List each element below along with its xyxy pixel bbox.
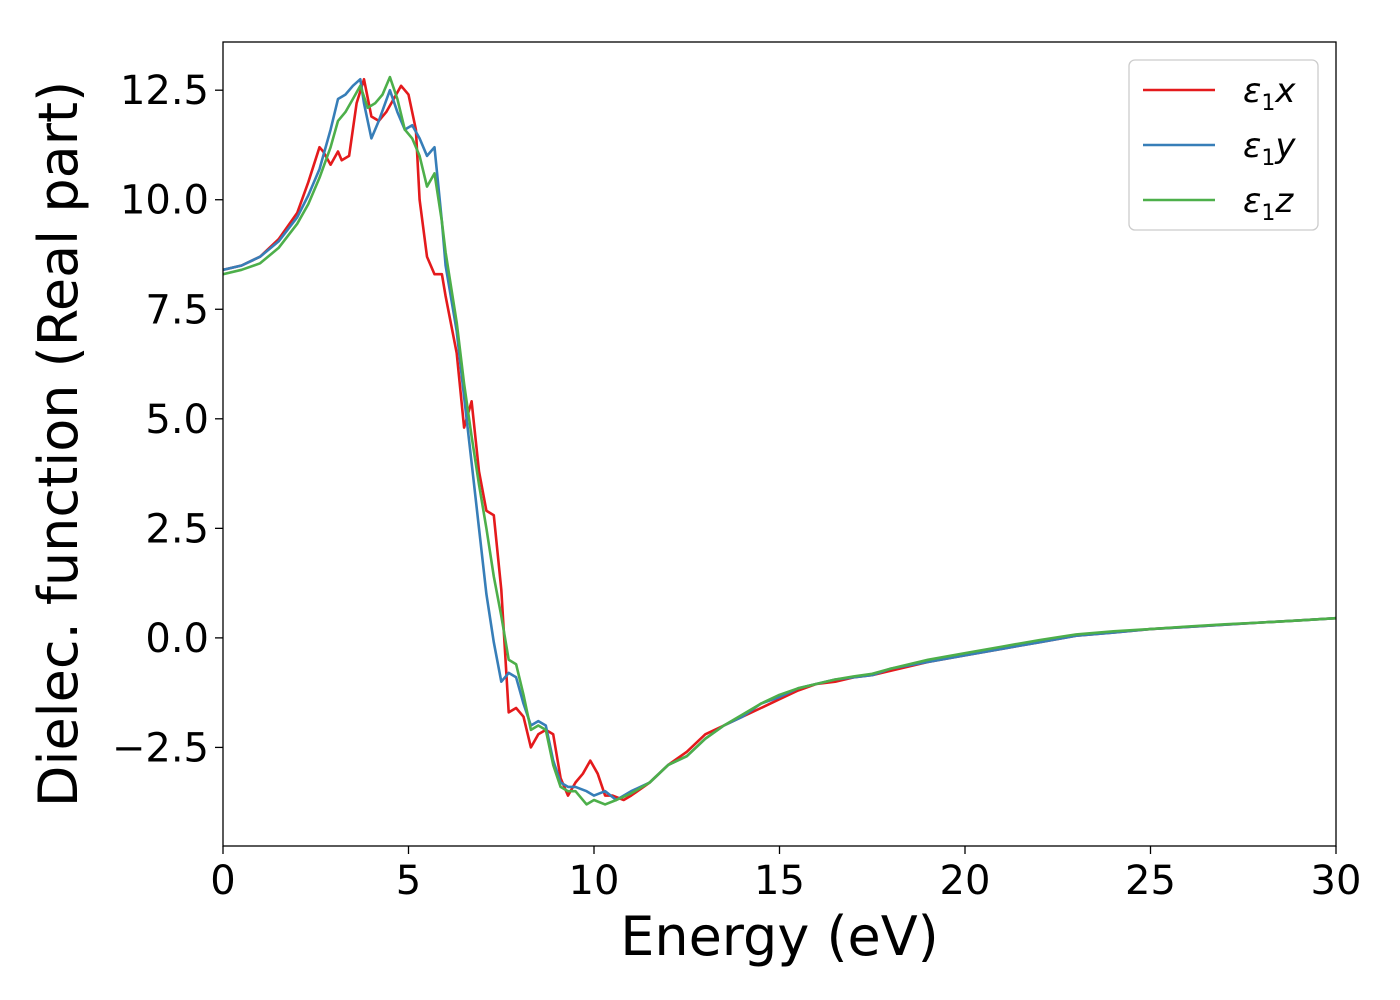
y-axis-title: Dielec. function (Real part)	[27, 81, 90, 807]
y-tick-label: 10.0	[120, 178, 209, 224]
series-line-z	[223, 75, 1336, 806]
x-tick-label: 5	[396, 858, 421, 904]
legend-box	[1128, 59, 1319, 231]
x-axis-title: Energy (eV)	[620, 905, 939, 968]
y-tick-label: 5.0	[145, 397, 209, 443]
legend: ε1x ε1y ε1z	[1128, 59, 1319, 231]
x-tick-label: 25	[1125, 858, 1176, 904]
y-tick-label: 12.5	[120, 68, 209, 114]
x-tick-label: 20	[940, 858, 991, 904]
x-tick-label: 15	[754, 858, 805, 904]
x-tick-label: 10	[569, 858, 620, 904]
y-axis: −2.5 0.0 2.5 5.0 7.5 10.0 12.5	[112, 68, 223, 771]
x-tick-label: 30	[1311, 858, 1362, 904]
x-axis: 0 5 10 15 20 25 30	[210, 846, 1361, 904]
legend-label-y: ε1y	[1243, 126, 1296, 171]
series-layer	[223, 75, 1336, 806]
y-tick-label: 2.5	[145, 506, 209, 552]
y-tick-label: 7.5	[145, 287, 209, 333]
x-tick-label: 0	[210, 858, 235, 904]
y-tick-label: −2.5	[112, 725, 209, 771]
legend-label-x: ε1x	[1243, 71, 1296, 116]
legend-label-z: ε1z	[1243, 181, 1294, 226]
y-tick-label: 0.0	[145, 616, 209, 662]
